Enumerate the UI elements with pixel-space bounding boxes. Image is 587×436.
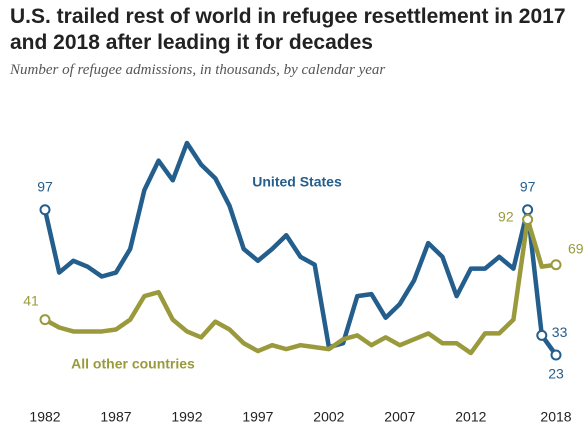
x-tick-label: 1992 — [171, 409, 202, 425]
x-tick-label: 1982 — [29, 409, 60, 425]
series-label: United States — [252, 174, 342, 190]
x-tick-label: 1997 — [242, 409, 273, 425]
data-label: 23 — [548, 366, 564, 382]
x-tick-label: 2012 — [455, 409, 486, 425]
point-marker — [39, 204, 51, 216]
data-label: 69 — [568, 240, 584, 256]
point-marker — [536, 329, 548, 341]
series-line — [42, 140, 558, 357]
point-marker — [522, 214, 534, 226]
x-tick-label: 2002 — [313, 409, 344, 425]
data-label: 33 — [552, 324, 568, 340]
data-label: 97 — [520, 178, 536, 194]
chart-subtitle: Number of refugee admissions, in thousan… — [10, 62, 386, 78]
point-marker — [550, 259, 562, 271]
data-label: 41 — [23, 292, 39, 308]
series-line — [43, 217, 557, 356]
x-tick-label: 2018 — [540, 409, 571, 425]
data-label: 92 — [498, 208, 514, 224]
point-marker — [522, 204, 534, 216]
x-tick-label: 2007 — [384, 409, 415, 425]
chart-title: U.S. trailed rest of world in refugee re… — [10, 5, 566, 54]
point-marker — [550, 349, 562, 361]
point-marker — [39, 314, 51, 326]
series-label: All other countries — [71, 356, 195, 372]
x-tick-label: 1987 — [100, 409, 131, 425]
data-label: 97 — [37, 178, 53, 194]
